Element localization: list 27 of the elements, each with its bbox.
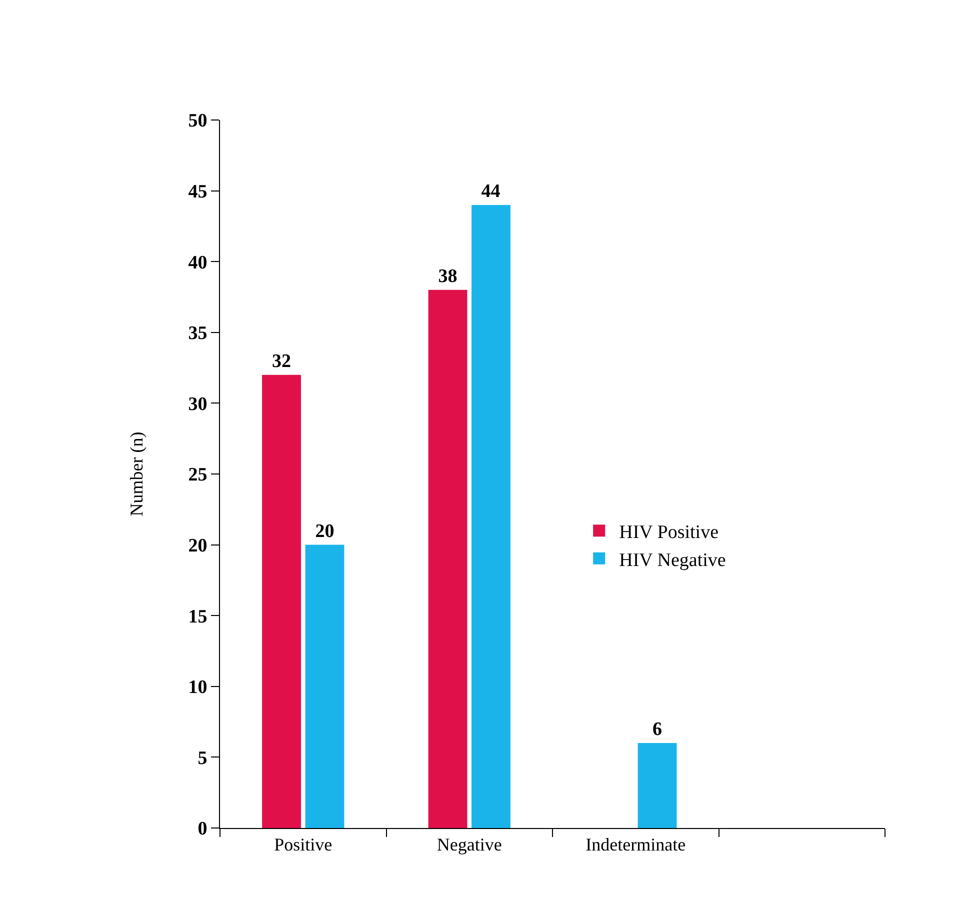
y-tick-label: 5 [198, 748, 208, 769]
bar [472, 204, 510, 828]
bar [262, 374, 301, 828]
bar [638, 743, 677, 828]
x-tick-label: Negative [436, 834, 502, 855]
y-tick-label: 25 [188, 464, 208, 486]
data-label: 6 [652, 719, 662, 740]
y-tick-label: 35 [188, 323, 208, 344]
y-tick-label: 40 [188, 252, 208, 274]
data-label: 20 [315, 520, 334, 542]
y-tick-label: 15 [188, 606, 208, 628]
y-axis-title: Number (n) [126, 432, 146, 516]
y-tick-label: 30 [188, 394, 208, 415]
bar [305, 544, 344, 828]
legend-label: HIV Positive [619, 522, 719, 544]
y-tick-label: 50 [188, 110, 208, 132]
y-tick-label: 20 [188, 535, 208, 556]
y-tick-label: 10 [188, 677, 208, 698]
x-tick-label: Indeterminate [586, 834, 686, 855]
x-tick-label: Positive [274, 834, 332, 855]
data-label: 44 [481, 180, 501, 202]
data-label: 38 [438, 266, 458, 287]
bar [428, 290, 468, 828]
data-label: 32 [272, 350, 292, 372]
y-tick-label: 0 [198, 818, 208, 840]
y-tick-label: 45 [188, 181, 208, 202]
legend-label: HIV Negative [619, 550, 726, 571]
